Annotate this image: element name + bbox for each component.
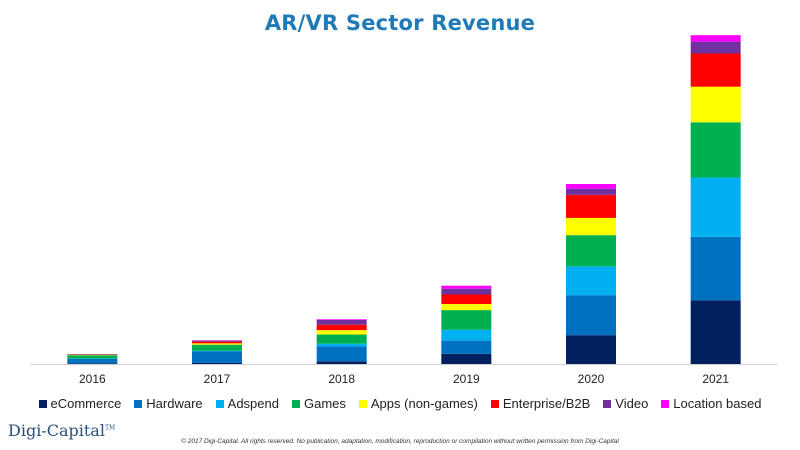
x-tick-label-2021: 2021 — [702, 372, 729, 386]
bar-segment-2017-apps-non-games- — [192, 343, 242, 345]
chart-title: AR/VR Sector Revenue — [264, 11, 536, 35]
bar-segment-2018-apps-non-games- — [316, 330, 367, 335]
bar-segment-2016-games — [67, 355, 118, 359]
chart-legend: eCommerce Hardware Adspend Games Apps (non-g… — [0, 396, 800, 411]
legend-item: Games — [291, 396, 346, 411]
bar-segment-2017-games — [192, 344, 242, 351]
x-tick-label-2017: 2017 — [204, 372, 231, 386]
legend-label: Adspend — [227, 396, 279, 411]
bar-segment-2021-games — [690, 122, 741, 178]
logo-text: Digi-Capital — [8, 421, 105, 440]
bar-segment-2019-location-based — [441, 285, 492, 289]
bar-segment-2020-games — [566, 235, 616, 267]
digi-capital-logo: Digi-CapitalTM — [8, 421, 115, 440]
bar-segment-2020-adspend — [566, 266, 616, 296]
stacked-bar-chart: 2016 2017 2018 2019 2020 2021 — [30, 35, 778, 386]
legend-swatch — [603, 399, 612, 408]
bar-segment-2021-adspend — [690, 177, 741, 237]
bar-segment-2018-ecommerce — [316, 361, 367, 364]
legend-item: Location based — [661, 396, 761, 411]
legend-item: Hardware — [134, 396, 203, 411]
legend-item: eCommerce — [38, 396, 122, 411]
bar-segment-2017-video — [192, 340, 242, 342]
legend-label: Video — [615, 396, 649, 411]
bar-segment-2019-adspend — [441, 329, 492, 341]
legend-swatch — [134, 399, 143, 408]
bar-segment-2021-enterprise-b2b — [690, 53, 741, 87]
legend-label: Hardware — [146, 396, 203, 411]
bar-segment-2019-games — [441, 310, 492, 330]
bar-segment-2018-games — [316, 334, 367, 344]
bar-segment-2021-location-based — [690, 35, 741, 42]
legend-swatch — [490, 399, 499, 408]
legend-label: eCommerce — [50, 396, 122, 411]
bar-segment-2018-adspend — [316, 343, 367, 347]
bar-segment-2019-enterprise-b2b — [441, 294, 492, 304]
bar-segment-2019-hardware — [441, 340, 492, 354]
bar-segment-2017-adspend — [192, 350, 242, 352]
bar-segment-2020-location-based — [566, 183, 616, 189]
bar-segment-2018-video — [316, 319, 367, 325]
legend-swatch — [38, 399, 47, 408]
bar-segment-2019-ecommerce — [441, 353, 492, 364]
bar-segment-2018-hardware — [316, 346, 367, 362]
bar-segment-2019-video — [441, 288, 492, 295]
bar-segment-2016-hardware — [67, 358, 118, 364]
bar-segment-2018-enterprise-b2b — [316, 324, 367, 331]
x-tick-label-2016: 2016 — [79, 372, 106, 386]
legend-item: Adspend — [215, 396, 279, 411]
legend-item: Video — [603, 396, 648, 411]
bar-segment-2020-video — [566, 188, 616, 195]
bar-segment-2017-ecommerce — [192, 362, 242, 364]
bar-segment-2019-apps-non-games- — [441, 304, 492, 311]
bar-segment-2020-apps-non-games- — [566, 217, 616, 236]
bar-segment-2020-enterprise-b2b — [566, 194, 616, 218]
legend-item: Apps (non-games) — [358, 396, 478, 411]
bar-segment-2016-ecommerce — [67, 363, 118, 364]
legend-swatch — [358, 399, 367, 408]
x-tick-label-2019: 2019 — [453, 372, 480, 386]
legend-label: Apps (non-games) — [370, 396, 478, 411]
bar-segment-2020-hardware — [566, 295, 616, 336]
legend-item: Enterprise/B2B — [490, 396, 591, 411]
legend-label: Location based — [673, 396, 762, 411]
logo-trademark: TM — [104, 424, 116, 432]
x-tick-label-2020: 2020 — [578, 372, 605, 386]
bar-segment-2021-hardware — [690, 236, 741, 301]
copyright-notice: © 2017 Digi-Capital. All rights reserved… — [181, 438, 619, 445]
bar-segment-2021-video — [690, 41, 741, 54]
bar-segment-2017-enterprise-b2b — [192, 341, 242, 344]
legend-label: Games — [303, 396, 346, 411]
bar-segment-2021-ecommerce — [690, 300, 741, 364]
legend-swatch — [661, 399, 670, 408]
legend-label: Enterprise/B2B — [502, 396, 591, 411]
bar-segment-2020-ecommerce — [566, 335, 616, 365]
legend-swatch — [215, 399, 224, 408]
bar-segment-2021-apps-non-games- — [690, 86, 741, 123]
legend-swatch — [291, 399, 300, 408]
bar-segment-2017-hardware — [192, 351, 242, 363]
x-tick-label-2018: 2018 — [328, 372, 355, 386]
bar-segment-2018-location-based — [316, 319, 367, 320]
